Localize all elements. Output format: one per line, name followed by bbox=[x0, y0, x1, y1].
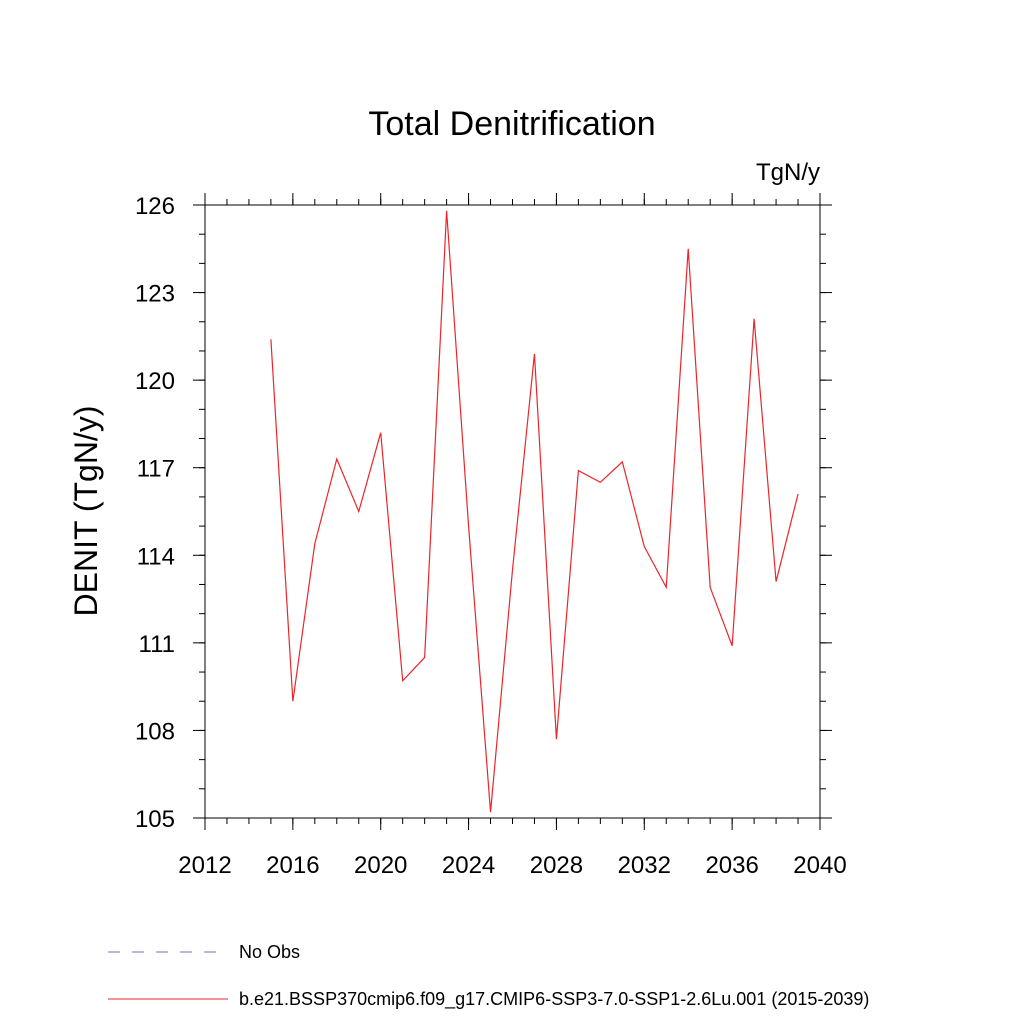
axis-ticks bbox=[193, 193, 832, 830]
y-tick-label: 123 bbox=[135, 281, 175, 308]
series-layer bbox=[270, 210, 799, 813]
y-tick-label: 117 bbox=[137, 456, 175, 483]
axis-tick-labels: 105 108 111 114 117 120 123 126 2012 2016 2020 2024… bbox=[135, 193, 847, 879]
y-tick-label: 120 bbox=[135, 368, 175, 395]
plot-frame bbox=[204, 204, 821, 819]
x-tick-label: 2016 bbox=[266, 852, 319, 879]
units-label: TgN/y bbox=[756, 159, 820, 186]
y-tick-label: 126 bbox=[135, 193, 175, 220]
x-tick-label: 2040 bbox=[793, 852, 846, 879]
legend-label-2: b.e21.BSSP370cmip6.f09_g17.CMIP6-SSP3-7.… bbox=[239, 989, 869, 1010]
x-tick-label: 2012 bbox=[178, 852, 231, 879]
x-tick-label: 2032 bbox=[618, 852, 671, 879]
y-axis-label: DENIT (TgN/y) bbox=[68, 406, 104, 617]
x-tick-label: 2028 bbox=[530, 852, 583, 879]
y-tick-label: 114 bbox=[137, 543, 175, 570]
series-line bbox=[270, 210, 799, 813]
y-tick-label: 111 bbox=[139, 631, 175, 658]
legend: No Obs b.e21.BSSP370cmip6.f09_g17.CMIP6-S… bbox=[108, 942, 869, 1010]
x-tick-label: 2020 bbox=[354, 852, 407, 879]
legend-label-1: No Obs bbox=[239, 942, 300, 962]
x-tick-label: 2036 bbox=[705, 852, 758, 879]
y-tick-label: 105 bbox=[135, 806, 175, 833]
chart-title: Total Denitrification bbox=[368, 105, 655, 143]
x-tick-label: 2024 bbox=[442, 852, 495, 879]
y-tick-label: 108 bbox=[135, 718, 175, 745]
